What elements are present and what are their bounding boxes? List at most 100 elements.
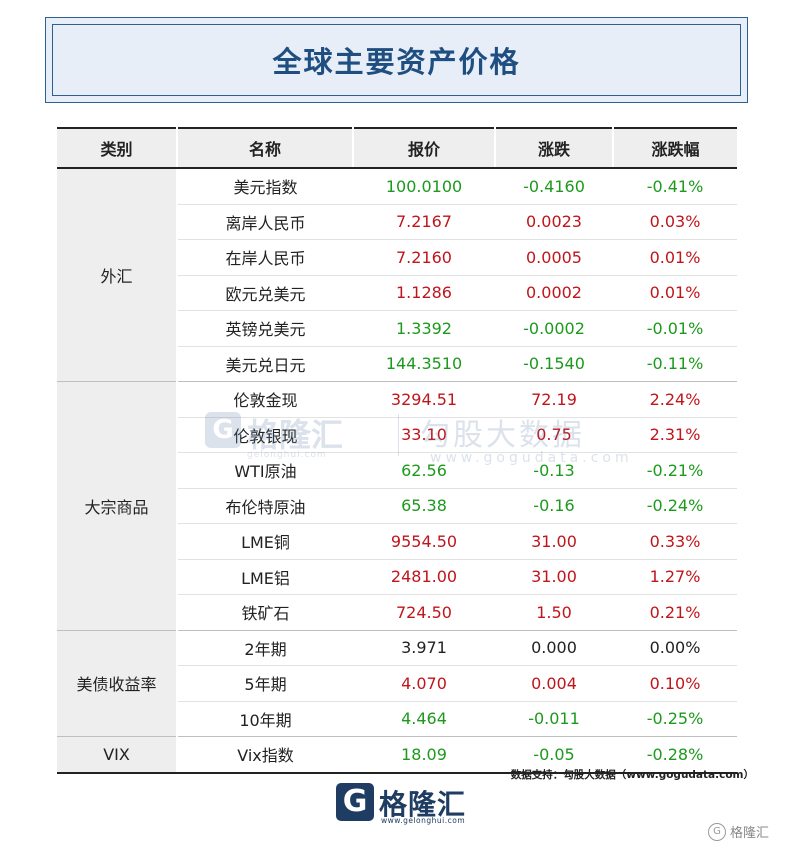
asset-name-cell: 伦敦金现: [177, 381, 353, 418]
change-cell: -0.4160: [495, 168, 613, 205]
price-cell: 4.070: [353, 665, 495, 702]
change-cell: -0.13: [495, 452, 613, 489]
asset-name-cell: LME铝: [177, 559, 353, 595]
price-cell: 1.3392: [353, 310, 495, 347]
change-cell: -0.0002: [495, 310, 613, 347]
asset-name-cell: 在岸人民币: [177, 239, 353, 276]
change-pct-cell: 0.10%: [613, 665, 737, 702]
table-row: WTI原油 62.56 -0.13 -0.21%: [57, 452, 737, 489]
change-cell: 0.75: [495, 417, 613, 453]
price-cell: 7.2160: [353, 239, 495, 276]
table-row: 美债收益率 2年期 3.971 0.000 0.00%: [57, 630, 737, 737]
change-pct-cell: -0.41%: [613, 168, 737, 205]
table-row: 伦敦银现 33.10 0.75 2.31%: [57, 417, 737, 453]
table-row: 离岸人民币 7.2167 0.0023 0.03%: [57, 204, 737, 240]
price-cell: 9554.50: [353, 523, 495, 560]
title-banner: 全球主要资产价格: [45, 17, 748, 103]
change-pct-cell: 0.33%: [613, 523, 737, 560]
change-pct-cell: 0.03%: [613, 204, 737, 240]
price-cell: 3294.51: [353, 381, 495, 418]
corner-brand-text: 格隆汇: [730, 826, 770, 841]
asset-name-cell: 10年期: [177, 701, 353, 737]
price-cell: 65.38: [353, 488, 495, 524]
change-pct-cell: 0.00%: [613, 630, 737, 666]
change-cell: 31.00: [495, 559, 613, 595]
change-cell: 0.004: [495, 665, 613, 702]
change-pct-cell: 0.21%: [613, 594, 737, 631]
price-cell: 1.1286: [353, 275, 495, 311]
header-change: 涨跌: [495, 127, 614, 169]
change-cell: 0.0005: [495, 239, 613, 276]
asset-price-table: 类别 名称 报价 涨跌 涨跌幅 外汇 美元指数 100.0100 -0.4160 -0.…: [57, 127, 737, 774]
asset-name-cell: 欧元兑美元: [177, 275, 353, 311]
price-cell: 144.3510: [353, 346, 495, 382]
table-row: 大宗商品 伦敦金现 3294.51 72.19 2.24%: [57, 381, 737, 631]
price-cell: 100.0100: [353, 168, 495, 205]
change-cell: 0.000: [495, 630, 613, 666]
table-row: 在岸人民币 7.2160 0.0005 0.01%: [57, 239, 737, 276]
change-cell: 72.19: [495, 381, 613, 418]
table-row: LME铝 2481.00 31.00 1.27%: [57, 559, 737, 595]
asset-name-cell: 布伦特原油: [177, 488, 353, 524]
change-pct-cell: -0.21%: [613, 452, 737, 489]
change-cell: -0.16: [495, 488, 613, 524]
asset-name-cell: 英镑兑美元: [177, 310, 353, 347]
asset-name-cell: 5年期: [177, 665, 353, 702]
header-category: 类别: [57, 127, 178, 169]
table-row: 欧元兑美元 1.1286 0.0002 0.01%: [57, 275, 737, 311]
table-row: 铁矿石 724.50 1.50 0.21%: [57, 594, 737, 631]
asset-name-cell: 伦敦银现: [177, 417, 353, 453]
change-cell: 31.00: [495, 523, 613, 560]
category-cell: 外汇: [57, 168, 178, 382]
footer-logo-url: www.gelonghui.com: [381, 816, 466, 825]
page-title: 全球主要资产价格: [272, 45, 521, 79]
change-pct-cell: -0.24%: [613, 488, 737, 524]
change-pct-cell: -0.25%: [613, 701, 737, 737]
asset-name-cell: 美元兑日元: [177, 346, 353, 382]
asset-name-cell: 2年期: [177, 630, 353, 666]
change-pct-cell: -0.01%: [613, 310, 737, 347]
table-row: LME铜 9554.50 31.00 0.33%: [57, 523, 737, 560]
price-cell: 4.464: [353, 701, 495, 737]
asset-name-cell: WTI原油: [177, 452, 353, 489]
corner-brand: G 格隆汇: [708, 822, 769, 841]
change-cell: 0.0023: [495, 204, 613, 240]
category-cell: 大宗商品: [57, 381, 178, 631]
gelonghui-logo-icon: [336, 783, 374, 821]
change-pct-cell: 2.24%: [613, 381, 737, 418]
table-row: 美元兑日元 144.3510 -0.1540 -0.11%: [57, 346, 737, 382]
change-cell: -0.05: [495, 736, 613, 774]
asset-name-cell: 离岸人民币: [177, 204, 353, 240]
table-row: 布伦特原油 65.38 -0.16 -0.24%: [57, 488, 737, 524]
change-cell: -0.1540: [495, 346, 613, 382]
category-cell: 美债收益率: [57, 630, 178, 737]
price-cell: 33.10: [353, 417, 495, 453]
table-row: VIX Vix指数 18.09 -0.05 -0.28%: [57, 736, 737, 774]
table-row: 10年期 4.464 -0.011 -0.25%: [57, 701, 737, 737]
price-cell: 7.2167: [353, 204, 495, 240]
category-cell: VIX: [57, 736, 178, 774]
change-pct-cell: -0.28%: [613, 736, 737, 774]
asset-name-cell: Vix指数: [177, 736, 353, 774]
price-cell: 2481.00: [353, 559, 495, 595]
asset-name-cell: LME铜: [177, 523, 353, 560]
change-pct-cell: 0.01%: [613, 275, 737, 311]
table-body: 外汇 美元指数 100.0100 -0.4160 -0.41% 离岸人民币 7.2167 0.…: [57, 168, 737, 774]
price-cell: 62.56: [353, 452, 495, 489]
change-cell: 1.50: [495, 594, 613, 631]
table-row: 5年期 4.070 0.004 0.10%: [57, 665, 737, 702]
change-pct-cell: 1.27%: [613, 559, 737, 595]
change-pct-cell: 2.31%: [613, 417, 737, 453]
header-price: 报价: [353, 127, 496, 169]
change-pct-cell: -0.11%: [613, 346, 737, 382]
change-pct-cell: 0.01%: [613, 239, 737, 276]
table-row: 英镑兑美元 1.3392 -0.0002 -0.01%: [57, 310, 737, 347]
price-cell: 724.50: [353, 594, 495, 631]
price-cell: 3.971: [353, 630, 495, 666]
asset-name-cell: 铁矿石: [177, 594, 353, 631]
asset-name-cell: 美元指数: [177, 168, 353, 205]
corner-logo-icon: G: [708, 822, 726, 841]
change-cell: 0.0002: [495, 275, 613, 311]
header-name: 名称: [177, 127, 354, 169]
footer-logo: 格隆汇 www.gelonghui.com: [336, 783, 476, 827]
